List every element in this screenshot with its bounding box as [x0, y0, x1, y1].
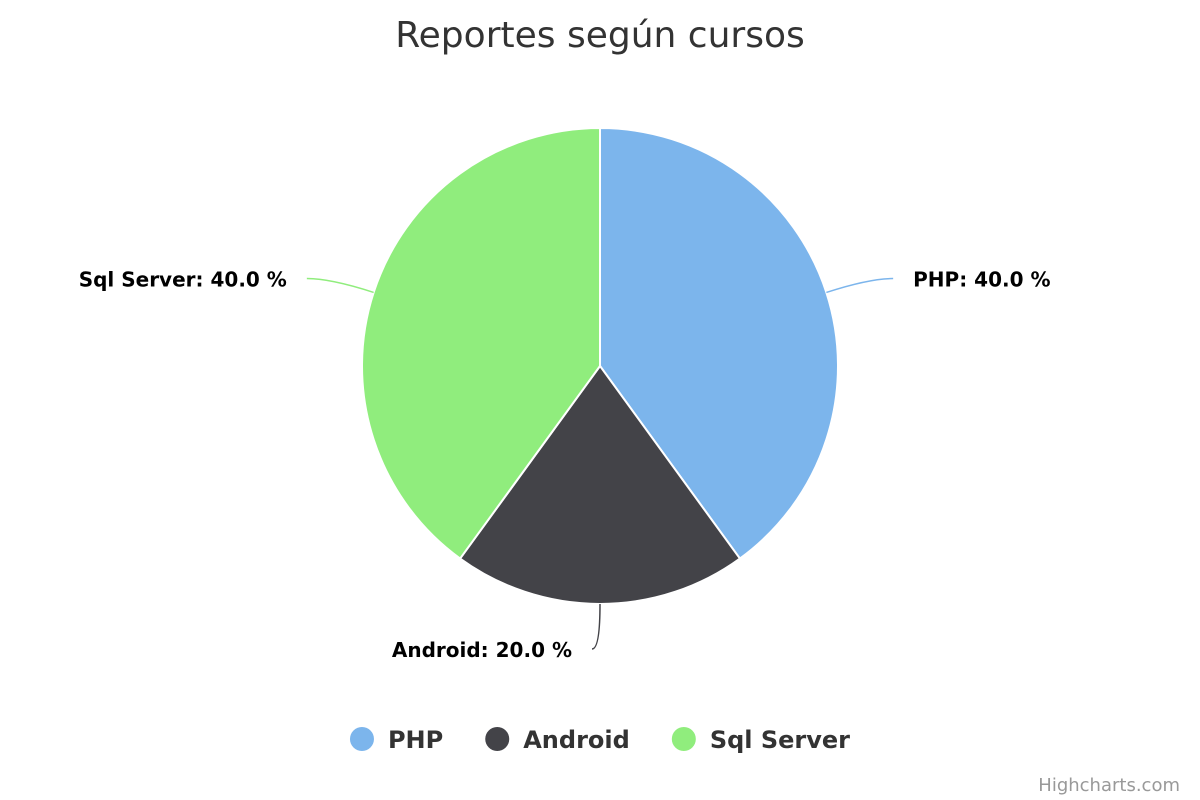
connector-sql-server: [306, 277, 374, 294]
legend: PHP Android Sql Server: [349, 726, 850, 754]
legend-symbol-sql-server: [671, 727, 696, 751]
legend-symbol-android: [485, 727, 510, 751]
legend-label-php: PHP: [388, 726, 443, 754]
credits-link[interactable]: Highcharts.com: [1038, 775, 1180, 796]
legend-label-android: Android: [523, 726, 630, 754]
data-label-php: PHP: 40.0 %: [913, 268, 1050, 292]
legend-symbol-php: [349, 727, 374, 751]
connector-android: [591, 603, 601, 650]
legend-item-sql-server[interactable]: Sql Server: [671, 726, 850, 754]
data-label-sql-server: Sql Server: 40.0 %: [79, 268, 287, 292]
chart-title: Reportes según cursos: [395, 15, 804, 56]
pie-slice-php[interactable]: [599, 127, 839, 560]
data-label-android: Android: 20.0 %: [392, 638, 572, 662]
label-connectors: [306, 277, 894, 650]
connector-php: [826, 277, 894, 294]
pie-slices: [361, 127, 839, 605]
legend-label-sql-server: Sql Server: [710, 726, 850, 754]
legend-item-php[interactable]: PHP: [349, 726, 443, 754]
legend-item-android[interactable]: Android: [485, 726, 630, 754]
data-labels: PHP: 40.0 % Android: 20.0 % Sql Server: 40…: [79, 268, 1051, 662]
pie-slice-sql-server[interactable]: [361, 127, 601, 560]
